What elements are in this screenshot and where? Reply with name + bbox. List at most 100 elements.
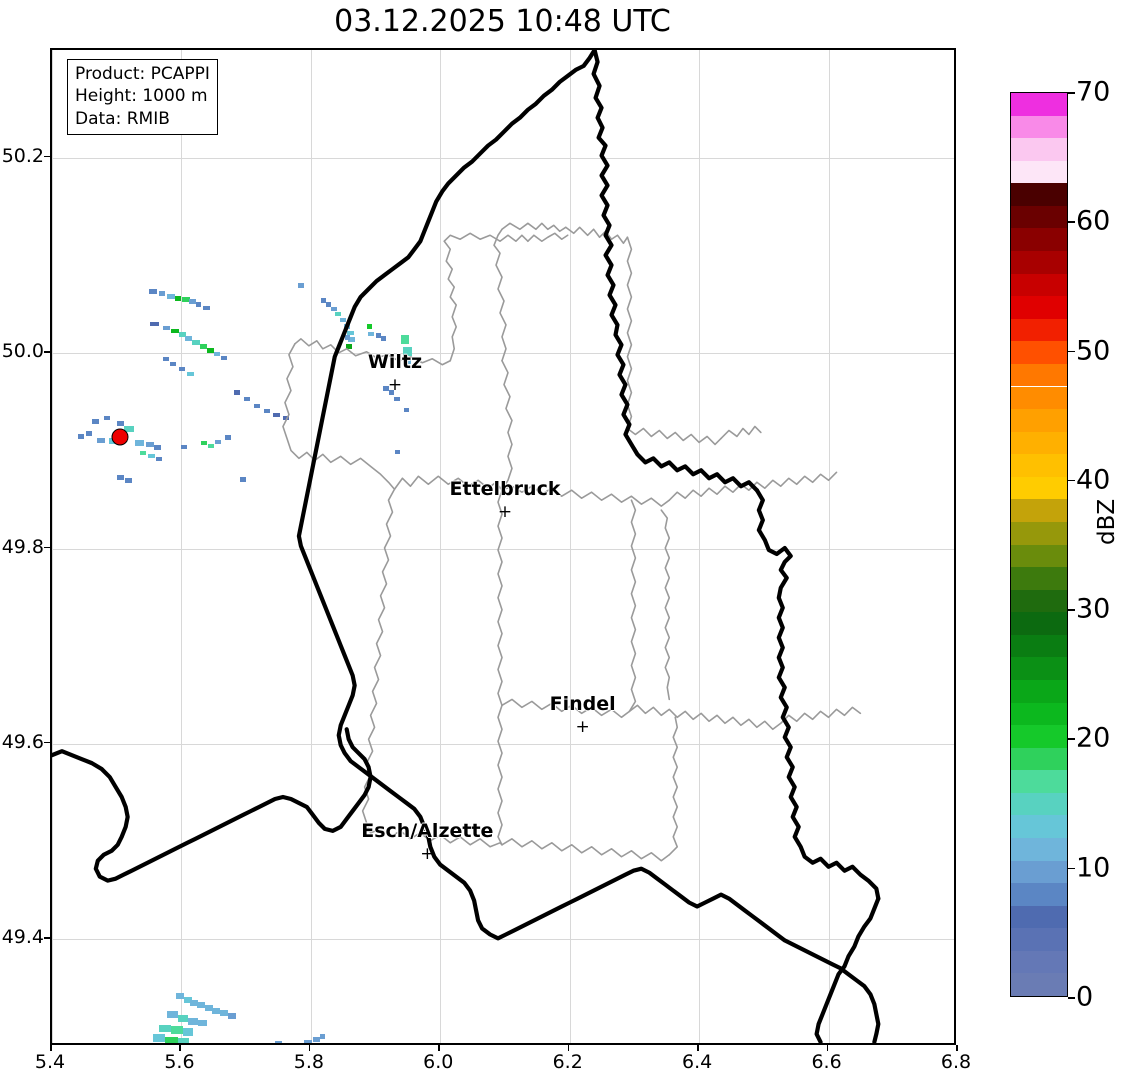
district-borders — [282, 222, 862, 862]
colorbar-tick-label: 0 — [1076, 981, 1094, 1013]
radar-echo-cell — [404, 356, 412, 365]
colorbar-band — [1011, 341, 1067, 364]
colorbar-tick-mark — [1068, 867, 1075, 870]
radar-echo-cell — [148, 1043, 158, 1045]
x-axis-tick-mark — [956, 1045, 958, 1051]
radar-echo-cell — [394, 449, 401, 455]
radar-echo-cell — [149, 289, 157, 294]
radar-echo-cell — [171, 1026, 183, 1035]
radar-echo-cell — [335, 311, 342, 317]
colorbar-band — [1011, 815, 1067, 838]
gridline-vertical — [699, 50, 701, 1043]
colorbar-band — [1011, 363, 1067, 387]
radar-echo-cell — [187, 1017, 198, 1025]
radar-site-marker[interactable] — [111, 428, 129, 446]
colorbar — [1010, 92, 1068, 997]
radar-echo-cell — [203, 306, 210, 311]
radar-echo-cell — [124, 426, 134, 433]
colorbar-tick-label: 50 — [1076, 335, 1111, 367]
colorbar-band — [1011, 386, 1067, 410]
map-canvas: Wiltz + Ettelbruck + Findel + Esch/Alzette + Pr… — [52, 50, 954, 1043]
radar-echo-cell — [380, 336, 386, 341]
radar-echo-cell — [204, 1004, 214, 1011]
radar-echo-cell — [184, 997, 193, 1003]
colorbar-band — [1011, 567, 1067, 590]
colorbar-band — [1011, 183, 1067, 206]
radar-echo-cell — [177, 1038, 190, 1043]
y-axis-tick-label: 49.4 — [1, 926, 44, 949]
colorbar-band — [1011, 950, 1067, 974]
radar-echo-cell — [319, 1034, 326, 1040]
radar-echo-cell — [178, 332, 186, 337]
radar-echo-cell — [170, 361, 177, 367]
radar-echo-cell — [125, 478, 132, 483]
radar-echo-cell — [401, 335, 410, 345]
radar-echo-cell — [103, 415, 111, 420]
radar-echo-cell — [155, 456, 162, 461]
colorbar-band — [1011, 544, 1067, 568]
colorbar-tick-mark — [1068, 221, 1075, 223]
x-axis-tick-mark — [567, 1045, 570, 1051]
colorbar-band — [1011, 612, 1067, 635]
colorbar-band — [1011, 883, 1067, 906]
radar-echo-cell — [182, 297, 190, 302]
radar-echo-cell — [389, 390, 395, 395]
gridline-horizontal — [52, 743, 954, 745]
colorbar-band — [1011, 792, 1067, 816]
radar-echo-cell — [200, 440, 208, 446]
radar-echo-cell — [182, 1028, 194, 1037]
radar-echo-cell — [145, 441, 154, 447]
radar-echo-cell — [274, 1041, 283, 1043]
colorbar-band — [1011, 409, 1067, 432]
x-axis-tick-mark — [50, 1045, 52, 1051]
radar-echo-cell — [190, 1000, 199, 1006]
radar-echo-cell — [152, 1034, 165, 1043]
x-axis-tick-mark — [438, 1045, 440, 1051]
page-title: 03.12.2025 10:48 UTC — [334, 4, 671, 39]
radar-echo-cell — [177, 1014, 188, 1022]
radar-echo-cell — [185, 336, 193, 341]
city-label: Findel — [549, 692, 616, 715]
colorbar-band — [1011, 973, 1067, 996]
colorbar-band — [1011, 205, 1067, 229]
radar-echo-cell — [167, 1010, 178, 1018]
colorbar-band — [1011, 747, 1067, 771]
radar-echo-cell — [171, 328, 179, 333]
colorbar-band — [1011, 160, 1067, 184]
colorbar-band — [1011, 657, 1067, 680]
radar-echo-cell — [375, 333, 381, 338]
radar-echo-cell — [196, 1002, 205, 1008]
colorbar-band — [1011, 115, 1067, 139]
radar-echo-cell — [347, 330, 354, 336]
radar-echo-cell — [148, 453, 155, 459]
colorbar-tick-mark — [1068, 738, 1075, 740]
map-plot-area[interactable]: Wiltz + Ettelbruck + Findel + Esch/Alzette + Pr… — [50, 48, 956, 1045]
radar-echo-cell — [244, 396, 250, 402]
info-data-line: Data: RMIB — [75, 108, 170, 129]
national-borders — [52, 50, 881, 1043]
colorbar-tick-label: 60 — [1076, 205, 1111, 237]
colorbar-tick-mark — [1068, 350, 1075, 353]
gridline-vertical — [310, 50, 312, 1043]
radar-echo-cell — [92, 419, 99, 424]
y-axis-tick-label: 49.8 — [1, 535, 44, 558]
colorbar-band — [1011, 702, 1067, 726]
colorbar-band — [1011, 589, 1067, 613]
radar-echo-cell — [404, 407, 410, 413]
radar-echo-cell — [162, 356, 170, 362]
radar-echo-cell — [181, 444, 188, 450]
radar-echo-cell — [383, 386, 389, 391]
y-axis-tick-mark — [44, 351, 50, 353]
x-axis-tick-label: 6.4 — [682, 1051, 713, 1073]
x-axis-tick-label: 6.8 — [940, 1051, 972, 1073]
y-axis-tick-mark — [44, 741, 50, 744]
x-axis-tick-mark — [308, 1045, 311, 1051]
colorbar-tick-label: 40 — [1076, 464, 1111, 496]
x-axis-tick-label: 6.6 — [811, 1051, 842, 1073]
x-axis-tick-mark — [826, 1045, 829, 1051]
radar-echo-cell — [167, 294, 175, 299]
radar-echo-cell — [164, 1037, 178, 1043]
radar-echo-cell — [273, 412, 280, 418]
radar-echo-cell — [297, 282, 305, 289]
y-axis-tick-mark — [44, 937, 50, 939]
